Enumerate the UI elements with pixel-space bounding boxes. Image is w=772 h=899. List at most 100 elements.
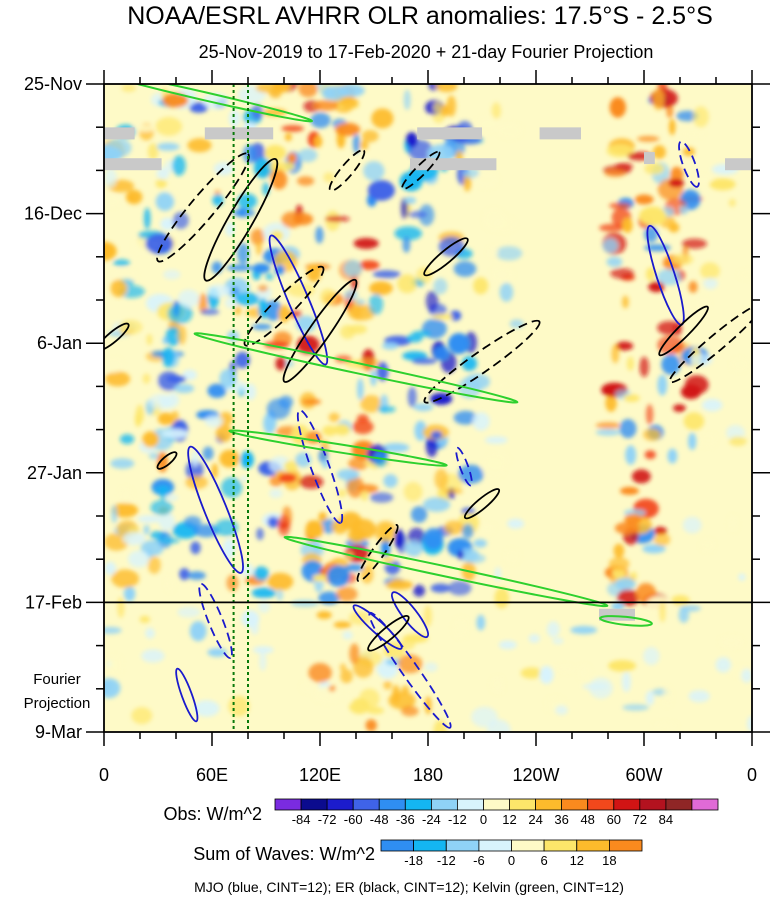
projection-label-line1: Fourier <box>33 671 81 688</box>
olr-anomaly-field <box>104 84 752 732</box>
field-patch <box>645 404 654 425</box>
field-patch <box>320 519 337 534</box>
field-patch <box>637 135 660 142</box>
field-patch <box>172 155 186 176</box>
field-patch <box>679 130 704 138</box>
field-patch <box>250 228 265 246</box>
wave-contours <box>104 84 752 729</box>
field-patch <box>215 424 233 443</box>
field-patch <box>494 587 510 609</box>
field-patch <box>619 419 637 439</box>
y-tick-label: 16-Dec <box>24 204 82 224</box>
field-patch <box>301 681 315 693</box>
field-patch <box>738 573 746 581</box>
field-patch <box>226 264 254 272</box>
field-patch <box>292 212 314 226</box>
field-patch <box>620 486 639 495</box>
colorbar-swatch <box>509 798 537 811</box>
field-patch <box>410 506 428 523</box>
field-patch <box>430 430 443 440</box>
field-patch <box>430 583 451 593</box>
field-patch <box>346 476 364 498</box>
field-patch <box>299 475 324 489</box>
field-patch <box>264 341 290 349</box>
field-patch <box>570 625 598 635</box>
field-patch <box>111 503 139 518</box>
colorbar-level-label: 84 <box>659 812 673 827</box>
field-patch <box>234 292 260 306</box>
field-patch <box>546 621 560 638</box>
field-patch <box>200 308 220 315</box>
field-patch <box>298 148 318 163</box>
field-patch <box>614 521 640 535</box>
field-patch <box>491 676 504 694</box>
field-patch <box>608 660 637 672</box>
field-patch <box>228 695 250 717</box>
field-patch <box>146 334 153 346</box>
field-patch <box>166 494 178 502</box>
field-patch <box>278 305 290 323</box>
field-patch <box>370 369 377 387</box>
field-patch <box>193 524 220 538</box>
field-patch <box>476 116 500 132</box>
field-patch <box>728 515 738 532</box>
field-patch <box>394 528 404 549</box>
field-patch <box>207 647 227 657</box>
wave-contour-er-negative <box>243 265 325 347</box>
field-patch <box>148 393 173 410</box>
field-patch <box>442 488 463 495</box>
field-patch <box>453 617 468 638</box>
colorbar-level-label: -48 <box>370 812 389 827</box>
wave-contour-mjo-positive <box>175 667 199 723</box>
field-patch <box>155 117 183 136</box>
field-patch <box>241 610 260 628</box>
field-patch <box>283 460 298 472</box>
field-patch <box>741 668 752 683</box>
field-patch <box>230 286 240 296</box>
field-patch <box>237 193 258 209</box>
wave-contour-er-positive <box>203 157 279 282</box>
field-patch <box>497 381 506 390</box>
field-patch <box>668 118 676 136</box>
field-patch <box>366 706 385 715</box>
field-patch <box>358 260 380 270</box>
field-patch <box>643 428 662 441</box>
field-patch <box>657 374 668 396</box>
colorbar-level-label: -6 <box>473 853 485 868</box>
field-patch <box>225 221 235 237</box>
field-patch <box>554 665 575 673</box>
colorbar-level-label: 60 <box>607 812 621 827</box>
field-patch <box>478 523 495 533</box>
wave-contour-kelvin-positive <box>283 535 609 608</box>
field-patch <box>211 261 223 274</box>
field-patch <box>444 520 464 535</box>
x-tick-label: 0 <box>99 765 109 785</box>
field-patch <box>127 195 135 202</box>
field-patch <box>692 106 709 128</box>
field-patch <box>221 477 243 498</box>
field-patch <box>306 264 322 283</box>
field-patch <box>682 147 696 157</box>
colorbar-swatch <box>691 798 719 811</box>
missing-data-patch <box>725 158 752 171</box>
field-patch <box>276 589 284 601</box>
field-patch <box>606 144 634 158</box>
field-patch <box>109 655 123 676</box>
field-patch <box>241 475 248 482</box>
field-patch <box>424 696 432 715</box>
field-patch <box>659 600 666 623</box>
colorbar-level-label: 72 <box>633 812 647 827</box>
field-patch <box>729 436 747 447</box>
colorbar-swatch <box>561 798 589 811</box>
field-patch <box>165 326 181 346</box>
y-tick-label: 25-Nov <box>24 74 82 94</box>
field-patch <box>485 436 508 444</box>
field-patch <box>611 601 625 612</box>
field-patch <box>491 102 501 119</box>
field-patch <box>371 108 394 129</box>
field-patch <box>449 310 462 321</box>
field-patch <box>269 161 296 172</box>
field-patch <box>340 324 356 339</box>
field-patch <box>267 572 294 591</box>
field-patch <box>143 524 150 535</box>
